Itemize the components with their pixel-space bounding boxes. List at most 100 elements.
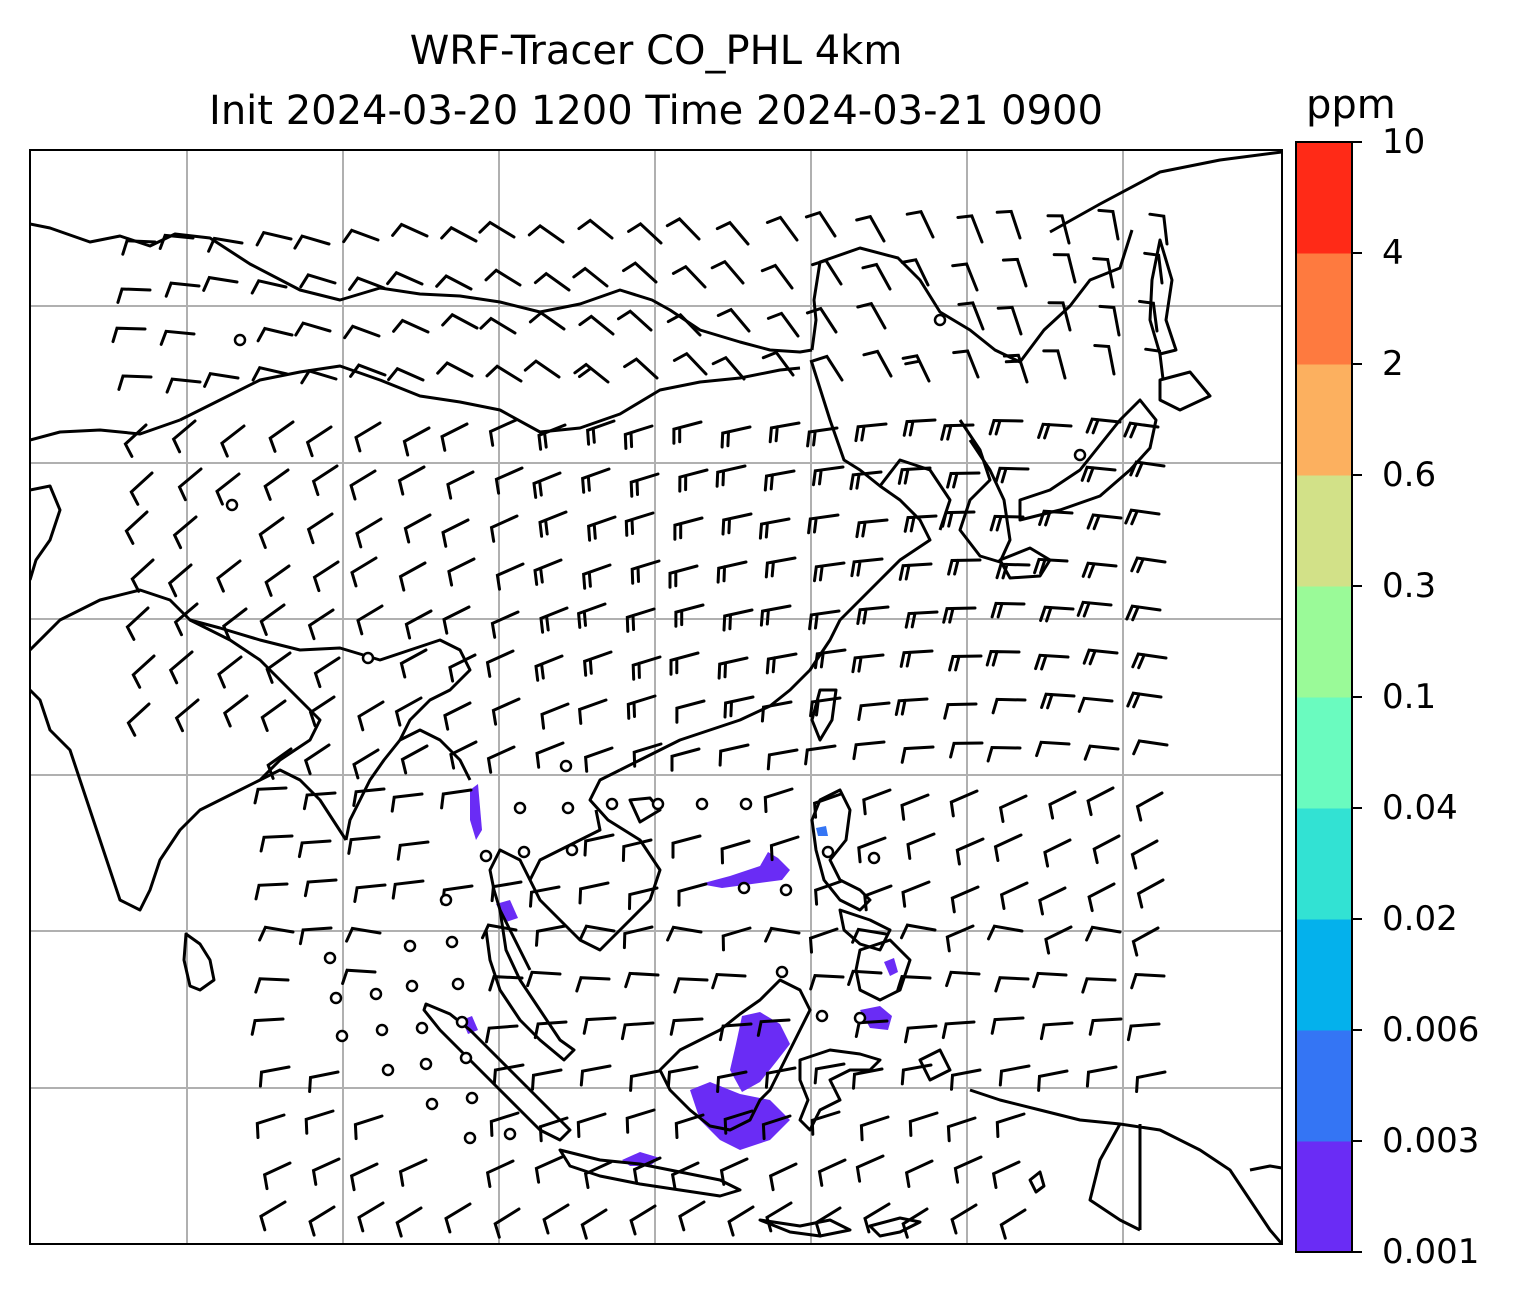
- wind-barb: [488, 418, 518, 447]
- calm-circle: [329, 991, 343, 1005]
- wind-barb: [441, 312, 479, 330]
- wind-barb: [485, 649, 515, 678]
- wind-barb: [311, 464, 339, 497]
- wind-barb: [478, 220, 516, 239]
- wind-barb: [1143, 251, 1164, 285]
- wind-barb: [715, 220, 750, 246]
- wind-barb: [989, 514, 1025, 532]
- wind-barb: [946, 1116, 977, 1143]
- wind-barb: [131, 654, 156, 689]
- wind-barb: [957, 301, 985, 331]
- wind-barb: [1130, 839, 1159, 870]
- wind-barb: [995, 1112, 1026, 1138]
- calm-circle: [439, 893, 453, 907]
- wind-barb: [763, 787, 794, 813]
- wind-barb: [666, 1065, 699, 1088]
- wind-barb: [900, 793, 930, 821]
- wind-barb: [629, 472, 660, 498]
- wind-barb: [312, 560, 340, 593]
- wind-barb: [987, 924, 1024, 941]
- wind-barb: [390, 792, 424, 813]
- calm-circle: [513, 801, 527, 815]
- wind-barb: [490, 880, 523, 903]
- wind-barb: [341, 968, 377, 985]
- wind-barb: [448, 653, 477, 683]
- wind-barb: [898, 562, 933, 581]
- wind-barb: [908, 1111, 939, 1137]
- calm-circle: [403, 939, 417, 953]
- wind-barb: [398, 561, 427, 592]
- wind-barb: [1082, 648, 1119, 666]
- colorbar-segment: [1296, 919, 1352, 1031]
- wind-barb: [720, 839, 751, 865]
- coast-central-asia: [30, 418, 181, 442]
- wind-barb: [350, 556, 378, 588]
- wind-barb: [1080, 465, 1117, 483]
- colorbar-tick-label: 0.02: [1382, 899, 1458, 939]
- wind-barb: [582, 563, 612, 590]
- wind-barb: [125, 606, 150, 641]
- wind-barb: [722, 608, 754, 632]
- calm-circle: [323, 951, 337, 965]
- wind-barb: [856, 301, 887, 330]
- wind-barb: [629, 1069, 661, 1092]
- wind-barb: [535, 924, 567, 947]
- wind-barb: [258, 925, 295, 942]
- wind-barb: [268, 420, 295, 453]
- colorbar-segment: [1296, 697, 1352, 809]
- coast-hainan: [628, 796, 662, 824]
- coast-lesser-sunda: [758, 1218, 852, 1238]
- wind-barb: [355, 517, 383, 549]
- wind-barb: [814, 1206, 842, 1238]
- coast-mindanao: [854, 938, 912, 1002]
- calm-circle: [517, 845, 531, 859]
- wind-barb: [1098, 304, 1121, 337]
- wind-barb: [386, 270, 424, 286]
- wind-barb: [353, 883, 387, 903]
- wind-barb: [298, 926, 333, 946]
- wind-barb: [956, 214, 984, 244]
- calm-circle: [335, 1029, 349, 1043]
- wind-barb: [1126, 1022, 1161, 1042]
- wind-barb: [1132, 739, 1169, 756]
- wind-barb: [847, 969, 883, 986]
- wind-barb: [299, 273, 337, 289]
- wind-barb: [583, 833, 615, 857]
- colorbar-segment: [1296, 808, 1352, 920]
- wind-barb: [1037, 1069, 1069, 1092]
- wind-barb: [441, 518, 470, 548]
- wind-barb: [769, 835, 800, 862]
- wind-barb: [262, 1161, 292, 1191]
- coast-borneo: [658, 978, 812, 1132]
- wind-barb: [995, 209, 1022, 240]
- wind-barb: [623, 424, 654, 450]
- wind-barb: [718, 1022, 753, 1042]
- wind-barb: [398, 1158, 428, 1187]
- wind-barb: [672, 351, 708, 376]
- coast-moluccas: [918, 1048, 952, 1082]
- calm-circle: [821, 845, 835, 859]
- wind-barb: [395, 1206, 423, 1238]
- wind-barb: [856, 605, 890, 625]
- wind-barb: [308, 1070, 340, 1093]
- wind-barb: [1131, 652, 1168, 670]
- wind-barb: [620, 1021, 655, 1041]
- colorbar-tick-label: 0.006: [1382, 1010, 1480, 1050]
- coast-bay-of-bengal: [259, 768, 348, 841]
- coast-new-guinea: [969, 1088, 1282, 1244]
- wind-barb: [1081, 561, 1118, 579]
- map-plot-area: [30, 150, 1282, 1244]
- wind-barb: [1043, 838, 1072, 868]
- wind-barb: [625, 607, 656, 633]
- wind-barb: [953, 1155, 983, 1184]
- wind-barb: [123, 423, 148, 458]
- wind-barb: [486, 745, 516, 774]
- wind-barb: [168, 650, 194, 685]
- map-title-line1: WRF-Tracer CO_PHL 4km: [409, 28, 903, 74]
- wind-barb: [1130, 556, 1167, 574]
- wind-barb: [943, 702, 978, 720]
- wind-barb: [578, 698, 608, 725]
- wind-barb: [617, 309, 653, 332]
- wind-barb: [449, 740, 478, 770]
- wind-barb: [293, 234, 331, 250]
